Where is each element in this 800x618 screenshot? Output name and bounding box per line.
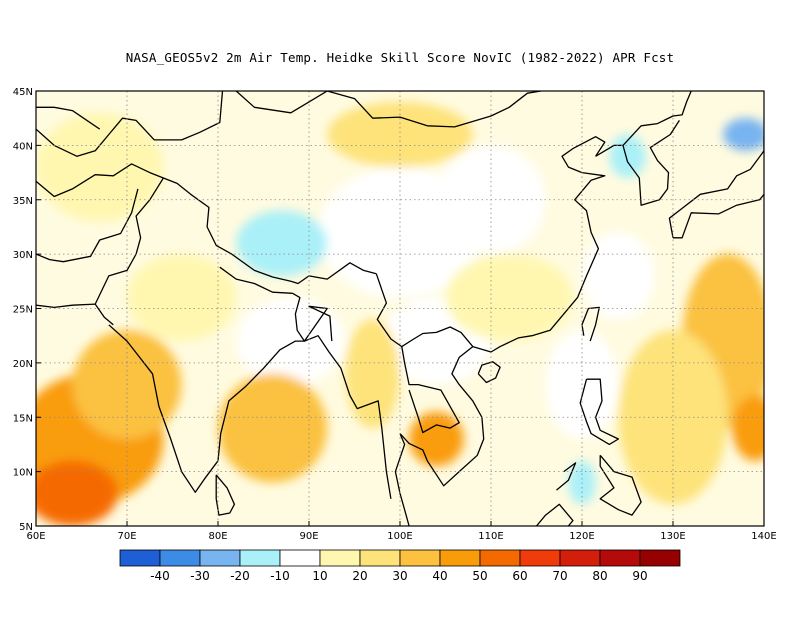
colorbar-swatch bbox=[519, 549, 561, 567]
gridlines bbox=[36, 91, 764, 526]
coastline-segment-18 bbox=[292, 292, 333, 342]
colorbar-label: -10 bbox=[270, 569, 290, 583]
colorbar-label: -30 bbox=[190, 569, 210, 583]
y-tick-label: 5N bbox=[19, 522, 33, 533]
x-tick-label: 120E bbox=[569, 531, 594, 542]
colorbar-label: 40 bbox=[432, 569, 447, 583]
x-tick-label: 110E bbox=[478, 531, 503, 542]
coastline-segment-10 bbox=[579, 378, 620, 446]
colorbar-swatch bbox=[359, 549, 401, 567]
y-tick-label: 10N bbox=[13, 468, 33, 479]
region-indochina bbox=[409, 411, 464, 467]
colorbar-swatch bbox=[399, 549, 441, 567]
coastline-segment-21 bbox=[36, 188, 139, 263]
region-myanmar bbox=[345, 319, 401, 429]
colorbar-swatch bbox=[199, 549, 241, 567]
neutral-region-4 bbox=[582, 232, 655, 320]
colorbar-swatch bbox=[119, 549, 161, 567]
y-tick-label: 35N bbox=[13, 196, 33, 207]
region-arabian-sea-hot bbox=[36, 460, 118, 526]
colorbar-label: 80 bbox=[592, 569, 607, 583]
colorbar-swatch bbox=[559, 549, 601, 567]
coastline-segment-9 bbox=[477, 361, 501, 384]
colorbar-swatch bbox=[319, 549, 361, 567]
colorbar-label: 60 bbox=[512, 569, 527, 583]
coastline-segment-0 bbox=[108, 324, 305, 493]
field-regions bbox=[36, 101, 764, 526]
colorbar-swatch bbox=[159, 549, 201, 567]
colorbar-label: 50 bbox=[472, 569, 487, 583]
coastline-segment-4 bbox=[472, 136, 606, 353]
colorbar-swatch bbox=[279, 549, 321, 567]
coastline-segment-17 bbox=[219, 266, 293, 294]
region-pacific-east-hot bbox=[732, 395, 764, 461]
y-tick-label: 15N bbox=[13, 413, 33, 424]
coastline-segment-14 bbox=[215, 474, 236, 516]
coastline-segment-6 bbox=[673, 193, 764, 239]
colorbar-label: 30 bbox=[392, 569, 407, 583]
y-tick-label: 25N bbox=[13, 305, 33, 316]
coastline-segment-2 bbox=[394, 433, 410, 526]
region-mongolia-warm bbox=[327, 101, 473, 168]
region-pacific-mid bbox=[618, 330, 728, 505]
latitude-axis: 5N 10N 15N 20N 25N 30N 35N 40N 45N bbox=[13, 87, 41, 533]
colorbar-label: 20 bbox=[352, 569, 367, 583]
colorbar-swatch bbox=[479, 549, 521, 567]
region-tibet-cool bbox=[236, 210, 328, 276]
coastline-segment-23 bbox=[36, 91, 224, 157]
x-tick-label: 130E bbox=[660, 531, 685, 542]
colorbar-swatch bbox=[439, 549, 481, 567]
coastline-segment-20 bbox=[401, 346, 460, 434]
colorbar-swatch bbox=[639, 549, 681, 567]
coastline-segment-19 bbox=[375, 273, 474, 348]
x-tick-label: 80E bbox=[208, 531, 227, 542]
map-title: NASA_GEOS5v2 2m Air Temp. Heidke Skill S… bbox=[125, 50, 675, 65]
region-japan-sea-cool bbox=[723, 118, 764, 151]
region-south-china-warm bbox=[445, 254, 573, 342]
colorbar-label: 70 bbox=[552, 569, 567, 583]
colorbar-swatch bbox=[599, 549, 641, 567]
coastline-segment-24 bbox=[36, 106, 101, 130]
coastline-segment-11 bbox=[599, 454, 642, 516]
neutral-region-2 bbox=[236, 297, 346, 385]
region-india-north bbox=[127, 254, 237, 342]
coastline-segment-15 bbox=[36, 303, 114, 326]
coastline-segment-25 bbox=[235, 91, 542, 128]
coastline-segment-13 bbox=[536, 503, 574, 526]
colorbar-label: 90 bbox=[632, 569, 647, 583]
longitude-axis: 60E 70E 80E 90E 100E 110E 120E 130E 140E bbox=[26, 521, 777, 542]
colorbar-swatch bbox=[239, 549, 281, 567]
region-central-asia-warm bbox=[36, 112, 164, 222]
x-tick-label: 140E bbox=[751, 531, 776, 542]
coastlines bbox=[36, 91, 764, 526]
y-tick-label: 45N bbox=[13, 87, 33, 98]
y-tick-label: 20N bbox=[13, 359, 33, 370]
y-tick-label: 30N bbox=[13, 250, 33, 261]
region-bay-of-bengal bbox=[218, 373, 328, 483]
coastline-segment-16 bbox=[94, 177, 377, 305]
coastline-segment-5 bbox=[622, 120, 680, 206]
y-tick-label: 40N bbox=[13, 141, 33, 152]
colorbar: -40 -30 -20 -10 10 20 30 40 50 60 70 80 90 bbox=[119, 549, 681, 583]
coastline-segment-7 bbox=[668, 136, 764, 238]
coastline-segment-3 bbox=[399, 346, 485, 487]
coastline-segment-22 bbox=[36, 163, 164, 198]
x-tick-label: 100E bbox=[387, 531, 412, 542]
x-tick-label: 70E bbox=[117, 531, 136, 542]
coastline-segment-8 bbox=[581, 306, 600, 342]
colorbar-label: 10 bbox=[312, 569, 327, 583]
coastline-segment-1 bbox=[304, 335, 392, 499]
x-tick-label: 60E bbox=[26, 531, 45, 542]
colorbar-label: -40 bbox=[150, 569, 170, 583]
colorbar-label: -20 bbox=[230, 569, 250, 583]
x-tick-label: 90E bbox=[299, 531, 318, 542]
